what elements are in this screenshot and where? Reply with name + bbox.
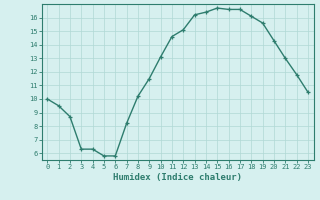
X-axis label: Humidex (Indice chaleur): Humidex (Indice chaleur) [113,173,242,182]
